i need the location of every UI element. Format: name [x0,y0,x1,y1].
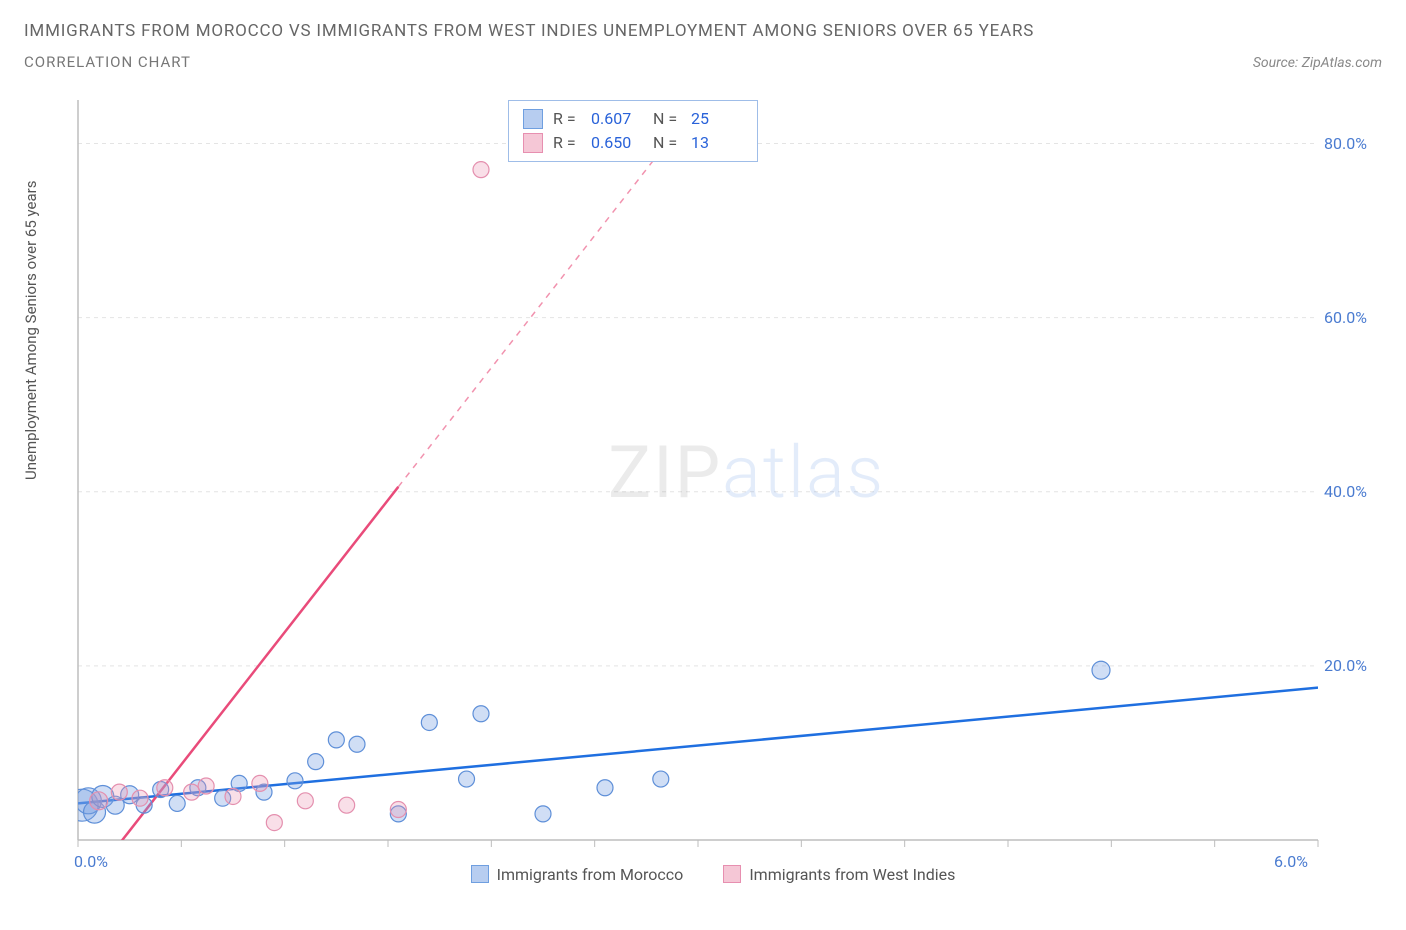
series-legend-item: Immigrants from West Indies [723,865,955,884]
series-legend-label: Immigrants from West Indies [749,865,955,884]
legend-n-label: N = [653,131,681,155]
series-legend-label: Immigrants from Morocco [497,865,684,884]
series-legend-item: Immigrants from Morocco [471,865,684,884]
y-axis-label: Unemployment Among Seniors over 65 years [22,181,40,480]
legend-r-label: R = [553,107,581,131]
legend-r-label: R = [553,131,581,155]
y-tick-label: 40.0% [1324,482,1367,501]
legend-swatch-icon [523,133,543,153]
legend-swatch-icon [723,865,741,883]
chart-title: IMMIGRANTS FROM MOROCCO VS IMMIGRANTS FR… [24,18,1382,45]
legend-r-value: 0.607 [591,107,643,131]
plot-area: R = 0.607 N = 25 R = 0.650 N = 13 ZIPatl… [68,100,1358,890]
subtitle-row: CORRELATION CHART Source: ZipAtlas.com [24,53,1382,71]
legend-n-value: 13 [691,131,743,155]
scatter-chart-svg [68,100,1358,890]
legend-n-value: 25 [691,107,743,131]
legend-swatch-icon [523,109,543,129]
chart-subtitle: CORRELATION CHART [24,53,191,71]
legend-swatch-icon [471,865,489,883]
y-tick-label: 20.0% [1324,656,1367,675]
correlation-legend-row: R = 0.607 N = 25 [523,107,743,131]
legend-n-label: N = [653,107,681,131]
correlation-legend-row: R = 0.650 N = 13 [523,131,743,155]
chart-header: IMMIGRANTS FROM MOROCCO VS IMMIGRANTS FR… [0,0,1406,71]
correlation-legend: R = 0.607 N = 25 R = 0.650 N = 13 [508,100,758,162]
legend-r-value: 0.650 [591,131,643,155]
source-attribution: Source: ZipAtlas.com [1253,55,1382,71]
y-tick-label: 60.0% [1324,308,1367,327]
x-tick-label: 6.0% [1274,852,1308,871]
series-legend: Immigrants from Morocco Immigrants from … [68,865,1358,884]
y-tick-label: 80.0% [1324,134,1367,153]
x-tick-label: 0.0% [74,852,108,871]
